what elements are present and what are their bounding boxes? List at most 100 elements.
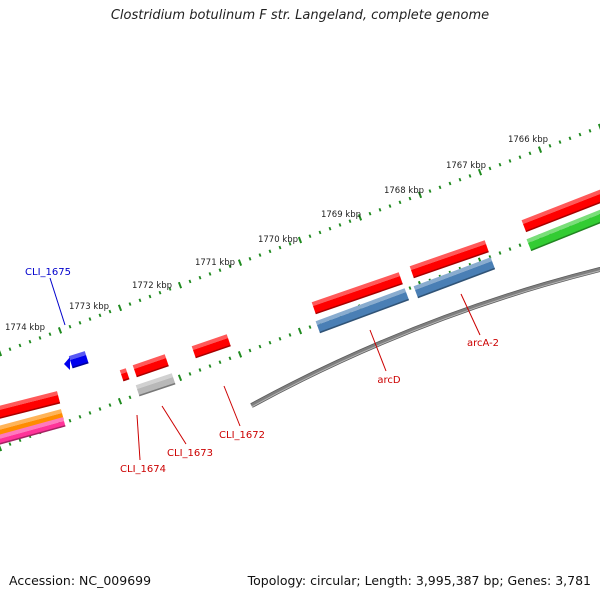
feature-edge [0,402,61,419]
minor-tick [268,340,272,345]
gene-leader-line [136,414,141,461]
minor-tick [378,208,382,212]
feature-top [311,272,400,306]
feature-top [526,209,600,243]
major-tick [537,146,543,153]
minor-tick [508,247,512,251]
major-tick [237,259,243,266]
major-tick [117,397,123,405]
minor-tick [388,204,392,208]
minor-tick [248,348,252,353]
minor-tick [128,395,132,400]
feature-face [193,338,231,358]
feature-edge [72,361,89,369]
minor-tick [528,151,532,156]
minor-tick [288,241,292,246]
major-tick [117,304,123,312]
major-tick [177,281,183,289]
map-title: Clostridium botulinum F str. Langeland, … [110,8,490,23]
feature-top [135,373,173,389]
cds-left-pink [0,417,66,445]
minor-tick [558,140,562,144]
feature-face [70,355,89,368]
major-tick [177,374,183,382]
feature-top [315,288,406,325]
minor-tick [548,144,552,148]
minor-tick [408,196,412,201]
minor-tick [368,211,372,216]
feature-top [0,409,62,430]
cds-right-red [521,189,600,233]
minor-tick [128,302,132,306]
feature-edge [122,377,130,382]
major-tick [237,351,243,358]
minor-tick [258,344,262,349]
feature-face [411,244,489,278]
cds-left-red [0,391,61,419]
feature-track [0,189,600,445]
minor-tick [78,321,82,325]
minor-tick [328,226,332,231]
minor-tick [288,333,292,337]
scale-label: 1773 kbp [69,302,109,312]
scale-label: 1774 kbp [5,323,45,333]
minor-tick [168,287,172,291]
major-tick [417,191,423,199]
feature-face [415,261,495,298]
feature-edge [413,250,489,279]
scale-label: 1770 kbp [258,235,298,245]
minor-tick [158,290,162,295]
cds-cli-1674 [119,368,130,382]
cds-arcd-red [311,272,403,315]
minor-tick [578,132,582,137]
minor-tick [88,411,92,415]
accession-text: Accession: NC_009699 [9,573,152,588]
feature-face [0,421,66,444]
gene-label: arcD [377,375,401,386]
feature-face [121,372,130,381]
feature-edge [138,382,176,397]
feature-top [68,351,86,360]
scale-label: 1767 kbp [446,161,486,171]
minor-tick [8,347,12,352]
feature-edge [195,344,231,359]
feature-top [413,257,492,290]
inner-scale-ticks [0,210,600,452]
backbone-line [250,267,600,408]
major-tick [0,445,3,452]
major-tick [597,123,600,130]
minor-tick [308,325,312,329]
feature-top [521,189,600,224]
minor-tick [188,279,192,284]
minor-tick [108,309,112,314]
cds-cli-1673-gray [135,373,176,397]
minor-tick [428,189,432,193]
minor-tick [138,298,142,303]
minor-tick [338,223,342,227]
minor-tick [508,159,512,163]
cds-cli-1673-red [132,354,169,378]
gene-leader-line [49,277,66,326]
minor-tick [588,128,592,133]
scale-label: 1771 kbp [195,258,235,268]
feature-edge [136,364,169,378]
feature-face [134,358,169,377]
genome-summary-text: Topology: circular; Length: 3,995,387 bp… [247,573,591,588]
minor-tick [468,174,472,178]
minor-tick [8,442,12,446]
feature-edge [417,267,496,299]
feature-edge [315,282,403,315]
scale-label: 1772 kbp [132,281,172,291]
scale-label: 1768 kbp [384,186,424,196]
feature-arrowhead [64,357,70,370]
minor-tick [68,418,72,423]
minor-tick [98,407,102,411]
minor-tick [48,332,52,336]
gene-label: CLI_1675 [25,267,71,278]
minor-tick [458,177,462,182]
cds-cli-1675 [64,351,89,370]
feature-top [0,417,64,439]
major-tick [477,168,483,176]
